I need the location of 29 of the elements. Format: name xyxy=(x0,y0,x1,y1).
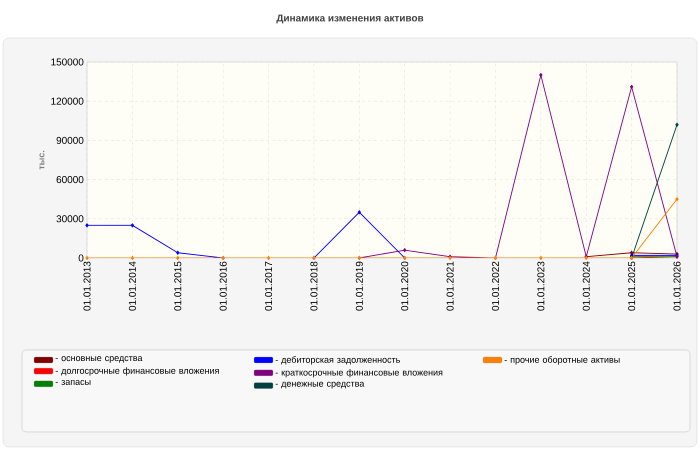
x-tick-label: 01.01.2022 xyxy=(492,262,499,311)
x-tick-label: 01.01.2015 xyxy=(174,262,182,311)
legend-label: - денежные средства xyxy=(276,382,364,388)
y-tick-label: 120000 xyxy=(51,98,84,105)
y-axis-title: тыс. xyxy=(39,150,44,170)
legend-label: - краткосрочные финансовые вложения xyxy=(276,369,442,378)
chart-title: Динамика изменения активов xyxy=(276,14,424,24)
legend-label: - запасы xyxy=(56,380,90,385)
legend-label: - долгосрочные финансовые вложения xyxy=(56,367,219,376)
y-tick-label: 30000 xyxy=(56,215,84,222)
y-tick-label: 0 xyxy=(78,254,84,262)
x-tick-label: 01.01.2026 xyxy=(673,262,681,311)
y-tick-label: 60000 xyxy=(56,176,84,184)
x-tick-label: 01.01.2025 xyxy=(628,262,636,311)
x-tick-label: 01.01.2018 xyxy=(310,262,318,311)
x-tick-label: 01.01.2024 xyxy=(582,261,590,311)
y-tick-label: 90000 xyxy=(56,136,84,144)
x-tick-label: 01.01.2016 xyxy=(220,262,227,311)
x-tick-label: 01.01.2019 xyxy=(356,262,363,311)
legend-label: - прочие оборотные активы xyxy=(504,356,620,365)
x-tick-label: 01.01.2017 xyxy=(265,262,272,311)
x-tick-label: 01.01.2021 xyxy=(446,262,454,311)
y-tick-label: 150000 xyxy=(51,58,84,66)
x-tick-label: 01.01.2020 xyxy=(401,262,408,311)
legend-label: - дебиторская задолженность xyxy=(276,356,400,365)
x-tick-label: 01.01.2023 xyxy=(537,262,544,311)
x-tick-label: 01.01.2013 xyxy=(83,262,91,311)
legend-label: - основные средства xyxy=(56,356,142,363)
x-tick-label: 01.01.2014 xyxy=(128,261,136,311)
